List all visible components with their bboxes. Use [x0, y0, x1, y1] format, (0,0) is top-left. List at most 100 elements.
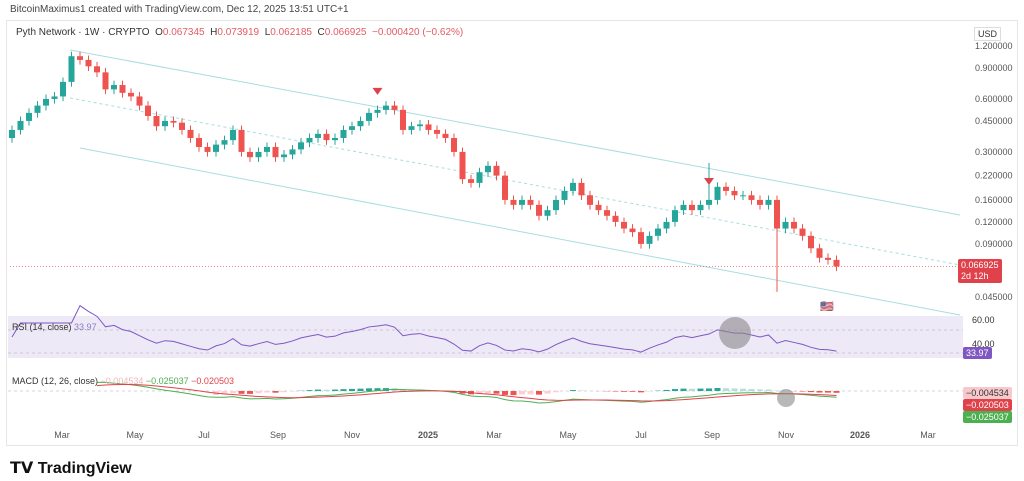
candle-body	[170, 120, 177, 123]
candle-body	[723, 186, 729, 191]
price-tick: 0.220000	[975, 171, 1013, 181]
tv-logo-icon: 𝗧𝗩	[10, 460, 34, 477]
highlight-circle	[719, 317, 751, 349]
candle-body	[196, 137, 202, 147]
highlight-circle	[777, 389, 795, 407]
candle-body	[808, 235, 814, 249]
price-tick: 0.900000	[975, 63, 1013, 73]
candle-body	[425, 124, 432, 130]
candle-body	[595, 204, 602, 211]
time-tick: 2026	[850, 430, 870, 440]
price-tick: 0.160000	[975, 195, 1013, 205]
time-tick: Sep	[270, 430, 286, 440]
candle-body	[68, 56, 75, 82]
macd-line-label: −0.025037	[963, 411, 1012, 423]
candle-body	[187, 129, 194, 138]
candle-body	[816, 248, 823, 258]
macd-histogram-bar	[374, 388, 381, 391]
high-value: 0.073919	[217, 27, 260, 38]
macd-histogram-bar	[536, 391, 542, 395]
macd-histogram-bar	[680, 388, 687, 391]
candle-body	[476, 172, 483, 183]
candle-body	[672, 210, 678, 222]
candle-body	[731, 190, 738, 196]
candle-body	[442, 133, 449, 138]
macd-histogram-bar	[221, 391, 228, 395]
macd-histogram-bar	[519, 391, 525, 395]
candle-body	[77, 56, 83, 60]
candle-body	[272, 146, 279, 158]
us-flag-icon: 🇺🇸	[820, 300, 834, 313]
macd-histogram-bar	[255, 391, 262, 394]
candle-body	[825, 257, 831, 260]
macd-title: MACD (12, 26, close) −0.004534 −0.025037…	[12, 376, 234, 386]
rsi-value: 33.97	[74, 322, 97, 332]
candle-body	[502, 175, 508, 200]
candle-body	[298, 142, 304, 150]
channel-lower	[79, 147, 961, 316]
candle-body	[519, 199, 525, 205]
candle-body	[221, 140, 228, 145]
last-price-label: 0.066925 2d 12h	[958, 259, 1002, 283]
time-tick: Sep	[704, 430, 720, 440]
candle-body	[94, 66, 100, 73]
price-tick: 0.090000	[975, 239, 1013, 249]
currency-label[interactable]: USD	[974, 27, 1002, 41]
symbol-name[interactable]: Pyth Network · 1W · CRYPTO	[16, 27, 150, 38]
candle-body	[136, 96, 143, 106]
candle-body	[833, 259, 840, 267]
candle-body	[553, 199, 559, 211]
candle-body	[663, 221, 670, 229]
macd-histogram-bar	[230, 391, 236, 394]
candle-body	[680, 204, 687, 211]
candle-body	[315, 133, 321, 138]
candle-body	[638, 232, 644, 244]
macd-histogram-bar	[706, 388, 712, 391]
candle-body	[468, 179, 474, 183]
time-tick: Jul	[635, 430, 647, 440]
macd-histogram-bar	[672, 389, 678, 391]
macd-histogram-bar	[731, 388, 738, 391]
time-tick: May	[559, 430, 577, 440]
price-tick: 0.600000	[975, 94, 1013, 104]
candle-body	[408, 126, 415, 130]
candle-body	[153, 116, 160, 127]
macd-histogram-bar	[765, 389, 772, 391]
rsi-tick-60: 60.00	[972, 315, 995, 325]
candle-body	[51, 96, 58, 99]
candle-body	[451, 137, 457, 152]
candle-body	[213, 144, 219, 152]
candle-body	[230, 129, 236, 141]
price-tick: 0.120000	[975, 217, 1013, 227]
candle-body	[782, 221, 789, 229]
candle-body	[247, 151, 253, 158]
macd-histogram-bar	[281, 391, 287, 393]
low-label: L	[264, 27, 271, 38]
candle-body	[527, 199, 534, 205]
time-tick: Mar	[486, 430, 502, 440]
candle-body	[714, 186, 721, 200]
candle-body	[740, 195, 746, 197]
bar-countdown: 2d 12h	[961, 271, 989, 281]
candle-body	[366, 112, 372, 121]
time-tick: Mar	[54, 430, 70, 440]
candle-body	[646, 235, 653, 244]
time-tick: 2025	[418, 430, 438, 440]
macd-signal-label: −0.020503	[963, 399, 1012, 411]
candle-body	[689, 204, 695, 211]
candle-body	[145, 105, 151, 117]
macd-histogram-bar	[493, 391, 500, 394]
price-tick: 0.300000	[975, 147, 1013, 157]
time-tick: Jul	[198, 430, 210, 440]
time-tick: Nov	[778, 430, 795, 440]
candle-body	[434, 129, 440, 134]
candle-body	[85, 59, 92, 67]
sell-arrow-icon	[704, 177, 714, 185]
candle-body	[255, 151, 262, 158]
macd-histogram-bar	[510, 391, 517, 396]
tradingview-logo[interactable]: 𝗧𝗩 TradingView	[10, 458, 132, 478]
candle-body	[536, 204, 542, 216]
candle-body	[400, 109, 406, 130]
last-price-value: 0.066925	[961, 260, 999, 270]
